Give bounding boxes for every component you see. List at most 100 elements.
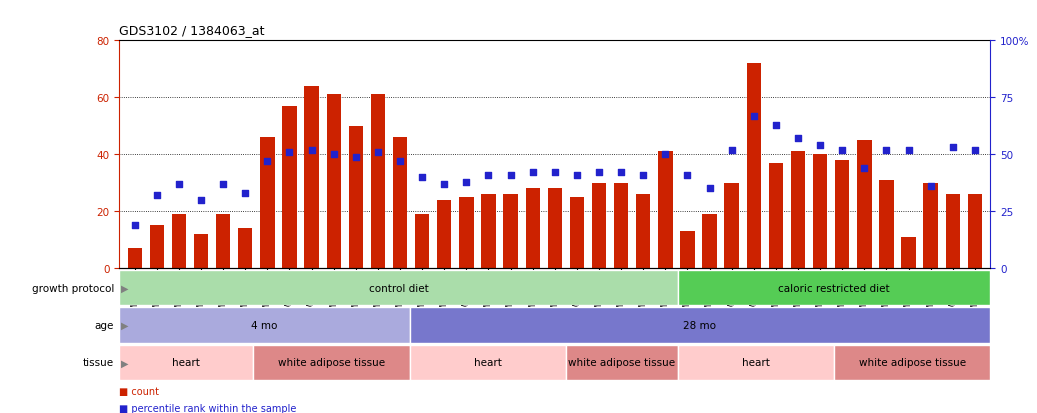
Point — [591, 170, 608, 176]
Bar — [614, 183, 628, 268]
Text: ■ count: ■ count — [119, 386, 160, 396]
Bar — [119, 308, 410, 343]
Bar — [680, 232, 695, 268]
Bar — [968, 195, 982, 268]
Point — [679, 172, 696, 178]
Bar — [371, 95, 385, 268]
Bar — [658, 152, 673, 268]
Bar — [194, 234, 208, 268]
Bar — [172, 214, 186, 268]
Bar — [119, 271, 677, 306]
Point — [546, 170, 563, 176]
Bar — [503, 195, 517, 268]
Point — [259, 158, 276, 165]
Point — [966, 147, 983, 154]
Text: 4 mo: 4 mo — [251, 320, 278, 330]
Text: 28 mo: 28 mo — [683, 320, 717, 330]
Text: age: age — [94, 320, 114, 330]
Text: heart: heart — [172, 357, 200, 368]
Point — [945, 145, 961, 151]
Point — [657, 152, 674, 158]
Point — [635, 172, 651, 178]
Bar — [725, 183, 738, 268]
Bar — [253, 345, 410, 380]
Point — [502, 172, 518, 178]
Point — [724, 147, 740, 154]
Bar — [747, 64, 761, 268]
Bar — [410, 345, 566, 380]
Point — [281, 149, 298, 156]
Point — [568, 172, 585, 178]
Text: white adipose tissue: white adipose tissue — [859, 357, 965, 368]
Text: control diet: control diet — [368, 283, 428, 293]
Bar — [260, 138, 275, 268]
Text: GDS3102 / 1384063_at: GDS3102 / 1384063_at — [119, 24, 264, 37]
Bar — [282, 107, 297, 268]
Bar — [393, 138, 408, 268]
Point — [458, 179, 475, 185]
Point — [480, 172, 497, 178]
Point — [436, 181, 452, 188]
Bar — [677, 271, 990, 306]
Point — [215, 181, 231, 188]
Point — [237, 190, 254, 197]
Bar — [410, 308, 990, 343]
Bar — [305, 87, 318, 268]
Bar — [879, 180, 894, 268]
Bar — [569, 197, 584, 268]
Bar — [526, 189, 540, 268]
Text: ▶: ▶ — [121, 283, 129, 293]
Point — [148, 192, 165, 199]
Point — [834, 147, 850, 154]
Bar — [548, 189, 562, 268]
Point — [127, 222, 143, 228]
Bar — [149, 226, 164, 268]
Bar — [415, 214, 429, 268]
Bar — [119, 345, 253, 380]
Point — [525, 170, 541, 176]
Text: ■ percentile rank within the sample: ■ percentile rank within the sample — [119, 403, 297, 413]
Bar — [702, 214, 717, 268]
Bar — [348, 126, 363, 268]
Point — [922, 183, 938, 190]
Bar — [791, 152, 805, 268]
Bar — [437, 200, 451, 268]
Point — [878, 147, 895, 154]
Text: growth protocol: growth protocol — [32, 283, 114, 293]
Bar — [858, 141, 871, 268]
Point — [347, 154, 364, 160]
Text: tissue: tissue — [83, 357, 114, 368]
Point — [812, 142, 829, 149]
Text: ▶: ▶ — [121, 320, 129, 330]
Point — [326, 152, 342, 158]
Text: ▶: ▶ — [121, 357, 129, 368]
Point — [767, 122, 784, 128]
Text: heart: heart — [474, 357, 502, 368]
Bar — [239, 229, 252, 268]
Point — [369, 149, 386, 156]
Bar — [327, 95, 341, 268]
Point — [613, 170, 629, 176]
Point — [171, 181, 188, 188]
Text: heart: heart — [741, 357, 769, 368]
Bar — [924, 183, 937, 268]
Bar — [768, 164, 783, 268]
Text: white adipose tissue: white adipose tissue — [568, 357, 675, 368]
Bar — [481, 195, 496, 268]
Bar — [592, 183, 607, 268]
Bar — [636, 195, 650, 268]
Bar — [813, 155, 828, 268]
Point — [790, 135, 807, 142]
Point — [746, 113, 762, 119]
Bar — [946, 195, 960, 268]
Point — [193, 197, 209, 204]
Point — [414, 174, 430, 181]
Bar — [566, 345, 677, 380]
Bar — [216, 214, 230, 268]
Bar — [834, 345, 990, 380]
Point — [701, 185, 718, 192]
Bar — [459, 197, 474, 268]
Bar — [901, 237, 916, 268]
Bar — [677, 345, 834, 380]
Point — [856, 165, 872, 172]
